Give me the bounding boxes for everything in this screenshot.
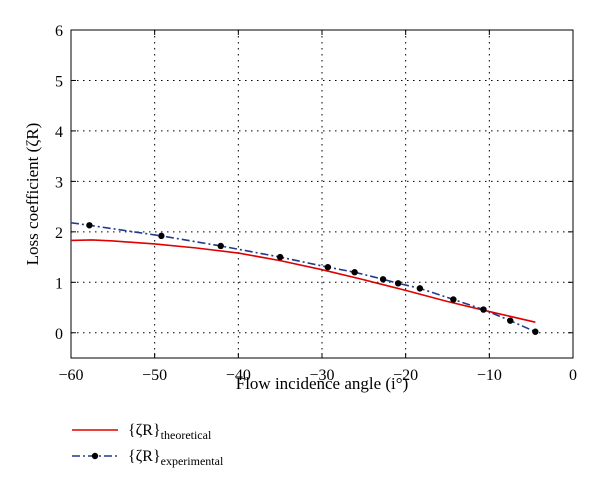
x-tick-label: −20 <box>393 367 418 384</box>
x-tick-label: 0 <box>569 367 577 384</box>
y-tick-label: 3 <box>55 174 63 191</box>
data-point <box>379 276 387 283</box>
x-tick-label: −50 <box>142 367 167 384</box>
data-point <box>351 269 358 276</box>
legend-label-subscript: theoretical <box>161 428 212 442</box>
axis-ticks: −60 −50 −40 −30 −20 −10 0 0 1 2 3 4 5 6 <box>55 23 577 384</box>
data-point <box>394 280 402 287</box>
y-tick-label: 2 <box>55 225 63 242</box>
data-point <box>532 328 539 335</box>
x-tick-label: −30 <box>309 367 334 384</box>
data-point <box>507 317 514 324</box>
y-tick-label: 6 <box>55 23 63 40</box>
data-point <box>158 232 165 240</box>
data-point <box>450 296 457 303</box>
legend-label-main: {ζR} <box>128 422 161 439</box>
legend-label-subscript: experimental <box>161 454 224 468</box>
data-point <box>217 242 224 250</box>
data-point <box>416 285 424 292</box>
legend-marker <box>91 452 99 460</box>
y-tick-label: 5 <box>55 73 63 90</box>
series-line-theoretical <box>70 239 536 323</box>
legend-label-theoretical: {ζR}theoretical <box>128 422 212 442</box>
legend-label-main: {ζR} <box>128 448 161 465</box>
x-tick-label: −60 <box>58 367 83 384</box>
legend-label-experimental: {ζR}experimental <box>128 448 224 468</box>
series-line-experimental <box>70 221 536 333</box>
legend: {ζR}theoretical{ζR}experimental <box>72 422 224 468</box>
y-tick-label: 4 <box>55 124 63 141</box>
data-point <box>324 263 332 271</box>
y-tick-label: 1 <box>55 275 63 292</box>
y-tick-label: 0 <box>55 326 63 343</box>
y-axis-label: Loss coefficient (ζR) <box>23 123 42 266</box>
x-tick-label: −10 <box>477 367 502 384</box>
data-point <box>276 253 284 261</box>
series-layer <box>70 221 539 335</box>
grid-lines <box>71 30 573 358</box>
data-point <box>480 306 487 313</box>
x-axis-label: Flow incidence angle (i°) <box>236 374 409 393</box>
data-point <box>86 222 93 229</box>
x-tick-label: −40 <box>226 367 251 384</box>
